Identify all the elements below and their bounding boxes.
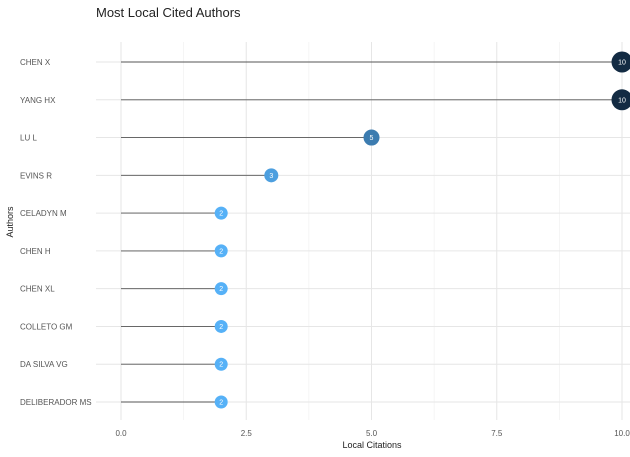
- data-label: 10: [618, 60, 626, 67]
- y-tick-label: YANG HX: [20, 96, 56, 105]
- y-tick-labels: CHEN X YANG HX LU L EVINS R CELADYN M CHEN H C…: [20, 58, 92, 407]
- lollipop-point: [264, 168, 279, 183]
- y-tick-label: DELIBERADOR MS: [20, 398, 92, 407]
- y-tick-label: CHEN X: [20, 58, 51, 67]
- y-tick-label: DA SILVA VG: [20, 360, 68, 369]
- data-label: 2: [219, 211, 223, 218]
- y-tick-label: CELADYN M: [20, 209, 67, 218]
- lollipop-point: [611, 51, 630, 73]
- data-label: 2: [219, 362, 223, 369]
- data-label: 3: [269, 173, 273, 180]
- x-tick-label: 7.5: [491, 429, 503, 438]
- data-label: 2: [219, 324, 223, 331]
- y-tick-label: COLLETO GM: [20, 322, 73, 331]
- lollipop-point: [214, 244, 228, 258]
- y-axis-title: Authors: [5, 206, 15, 238]
- x-tick-label: 5.0: [366, 429, 378, 438]
- lollipop-point: [214, 395, 228, 409]
- points: 10 10 5 3 2 2 2 2 2 2: [214, 51, 630, 409]
- lollipop-point: [214, 206, 228, 220]
- y-tick-label: EVINS R: [20, 171, 52, 180]
- data-label: 2: [219, 286, 223, 293]
- grid: [96, 42, 630, 420]
- data-label: 5: [370, 135, 374, 142]
- lollipop-point: [214, 357, 228, 371]
- x-tick-label: 10.0: [614, 429, 630, 438]
- lollipop-point: [214, 319, 228, 333]
- data-label: 10: [618, 97, 626, 104]
- lollipop-point: [611, 89, 630, 111]
- x-tick-label: 2.5: [241, 429, 253, 438]
- y-tick-label: LU L: [20, 134, 37, 143]
- y-tick-label: CHEN XL: [20, 285, 55, 294]
- x-tick-label: 0.0: [115, 429, 127, 438]
- lollipop-point: [363, 129, 380, 146]
- lollipop-point: [214, 282, 228, 296]
- x-tick-labels: 0.0 2.5 5.0 7.5 10.0: [115, 429, 630, 438]
- data-label: 2: [219, 400, 223, 407]
- x-axis-title: Local Citations: [342, 440, 402, 450]
- data-label: 2: [219, 248, 223, 255]
- y-tick-label: CHEN H: [20, 247, 51, 256]
- chart-title: Most Local Cited Authors: [96, 5, 241, 20]
- stems: [121, 61, 622, 403]
